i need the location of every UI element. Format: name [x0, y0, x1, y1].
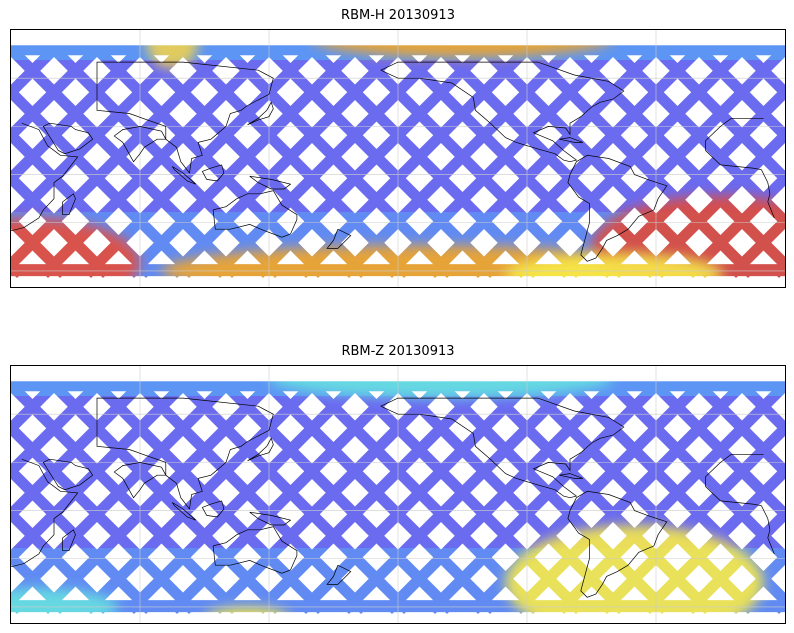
panel-title-rbm-h: RBM-H 20130913 — [341, 8, 455, 23]
hot-zone — [11, 587, 119, 623]
hot-zone — [146, 30, 199, 69]
map-rbm-h — [10, 29, 786, 288]
coastlines — [11, 61, 775, 262]
coastlines — [11, 397, 775, 598]
map-canvas-rbm-h — [11, 30, 785, 287]
panel-title-rbm-z: RBM-Z 20130913 — [341, 344, 455, 359]
hot-zone — [11, 217, 140, 287]
map-canvas-rbm-z — [11, 366, 785, 623]
hot-zone — [312, 30, 613, 58]
hot-zone — [505, 525, 764, 623]
map-rbm-z — [10, 365, 786, 624]
